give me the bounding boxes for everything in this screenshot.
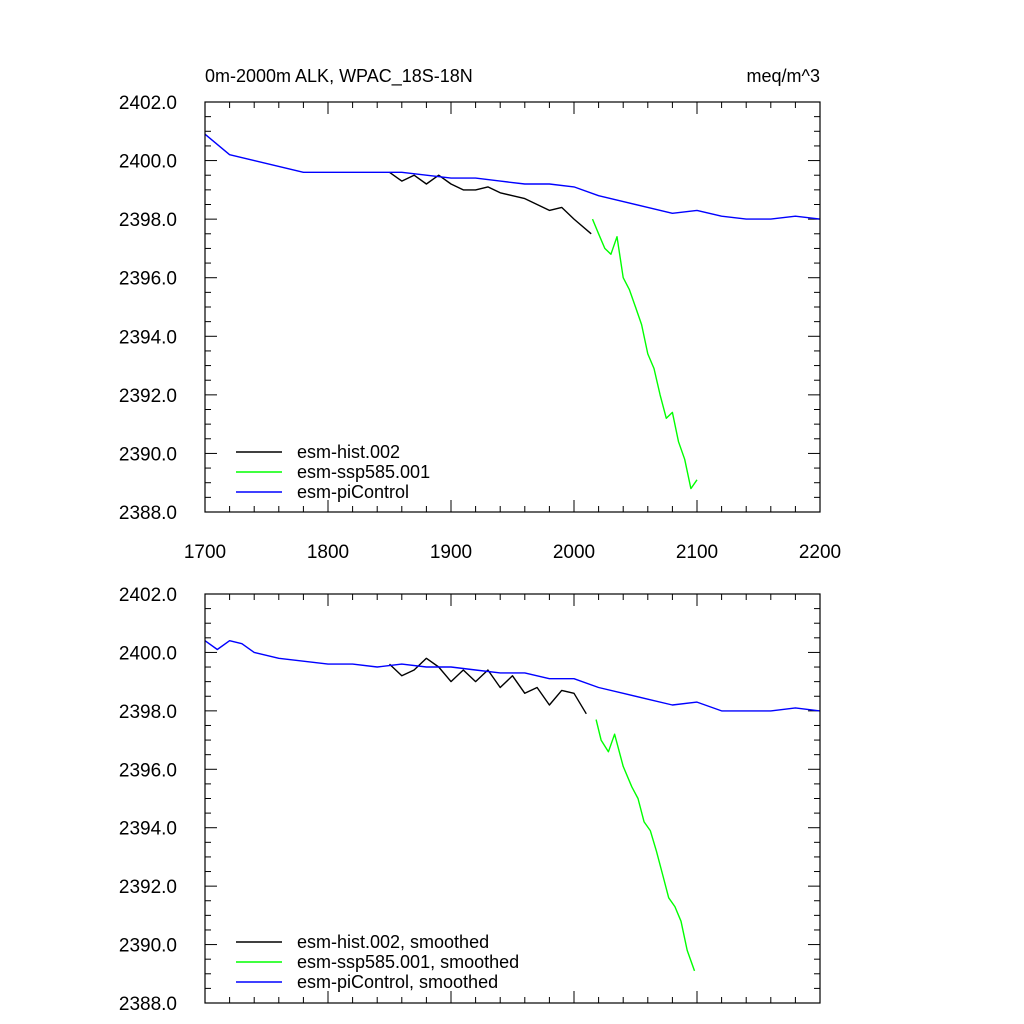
y-tick-label: 2396.0 [119, 269, 177, 290]
y-tick-label: 2402.0 [119, 93, 177, 114]
y-tick-label: 2400.0 [119, 152, 177, 173]
legend-label: esm-piControl, smoothed [297, 972, 498, 992]
top-panel-series [204, 133, 821, 490]
y-tick-label: 2390.0 [119, 444, 177, 465]
legend-label: esm-hist.002, smoothed [297, 932, 489, 952]
y-tick-label: 2398.0 [119, 210, 177, 231]
bottom-panel-series [204, 640, 821, 972]
y-tick-label: 2388.0 [119, 503, 177, 524]
bottom-panel-frame [204, 593, 821, 1004]
y-tick-label: 2394.0 [119, 327, 177, 348]
x-tick-label: 1800 [307, 542, 349, 563]
legend-label: esm-piControl [297, 482, 409, 502]
series-line-esm-picontrol [204, 133, 821, 220]
series-line-esm-hist-002-smoothed [389, 657, 587, 715]
y-tick-label: 2400.0 [119, 643, 177, 664]
x-tick-label: 2100 [676, 542, 718, 563]
x-tick-label: 2000 [553, 542, 595, 563]
series-line-esm-picontrol-smoothed [204, 640, 821, 712]
y-tick-label: 2388.0 [119, 994, 177, 1015]
y-tick-label: 2402.0 [119, 585, 177, 606]
x-tick-label: 2200 [799, 542, 841, 563]
y-tick-label: 2394.0 [119, 819, 177, 840]
top-panel: 0m-2000m ALK, WPAC_18S-18N meq/m^3 2388.… [119, 66, 841, 563]
top-panel-frame [204, 101, 821, 513]
x-tick-label: 1900 [430, 542, 472, 563]
top-panel-y-tick-labels: 2388.0 2390.0 2392.0 2394.0 2396.0 2398.0 2400… [119, 93, 177, 524]
top-panel-x-tick-labels: 1700 1800 1900 2000 2100 2200 [184, 542, 841, 563]
series-line-esm-hist-002 [389, 171, 592, 235]
y-tick-label: 2392.0 [119, 386, 177, 407]
legend-label: esm-ssp585.001, smoothed [297, 952, 519, 972]
series-line-esm-ssp585-001-smoothed [595, 719, 696, 972]
bottom-panel-y-tick-labels: 2388.0 2390.0 2392.0 2394.0 2396.0 2398.0 2400… [119, 585, 177, 1015]
y-tick-label: 2390.0 [119, 936, 177, 957]
bottom-panel-ticks [204, 593, 821, 1004]
legend-label: esm-ssp585.001 [297, 462, 430, 482]
bottom-panel: 2388.0 2390.0 2392.0 2394.0 2396.0 2398.0 2400… [119, 585, 821, 1015]
x-tick-label: 1700 [184, 542, 226, 563]
top-panel-ticks [204, 101, 821, 513]
legend-label: esm-hist.002 [297, 442, 400, 462]
series-line-esm-ssp585-001 [591, 218, 698, 490]
y-tick-label: 2392.0 [119, 877, 177, 898]
y-tick-label: 2396.0 [119, 760, 177, 781]
top-panel-units: meq/m^3 [747, 66, 820, 86]
y-tick-label: 2398.0 [119, 702, 177, 723]
top-panel-title: 0m-2000m ALK, WPAC_18S-18N [205, 66, 473, 87]
